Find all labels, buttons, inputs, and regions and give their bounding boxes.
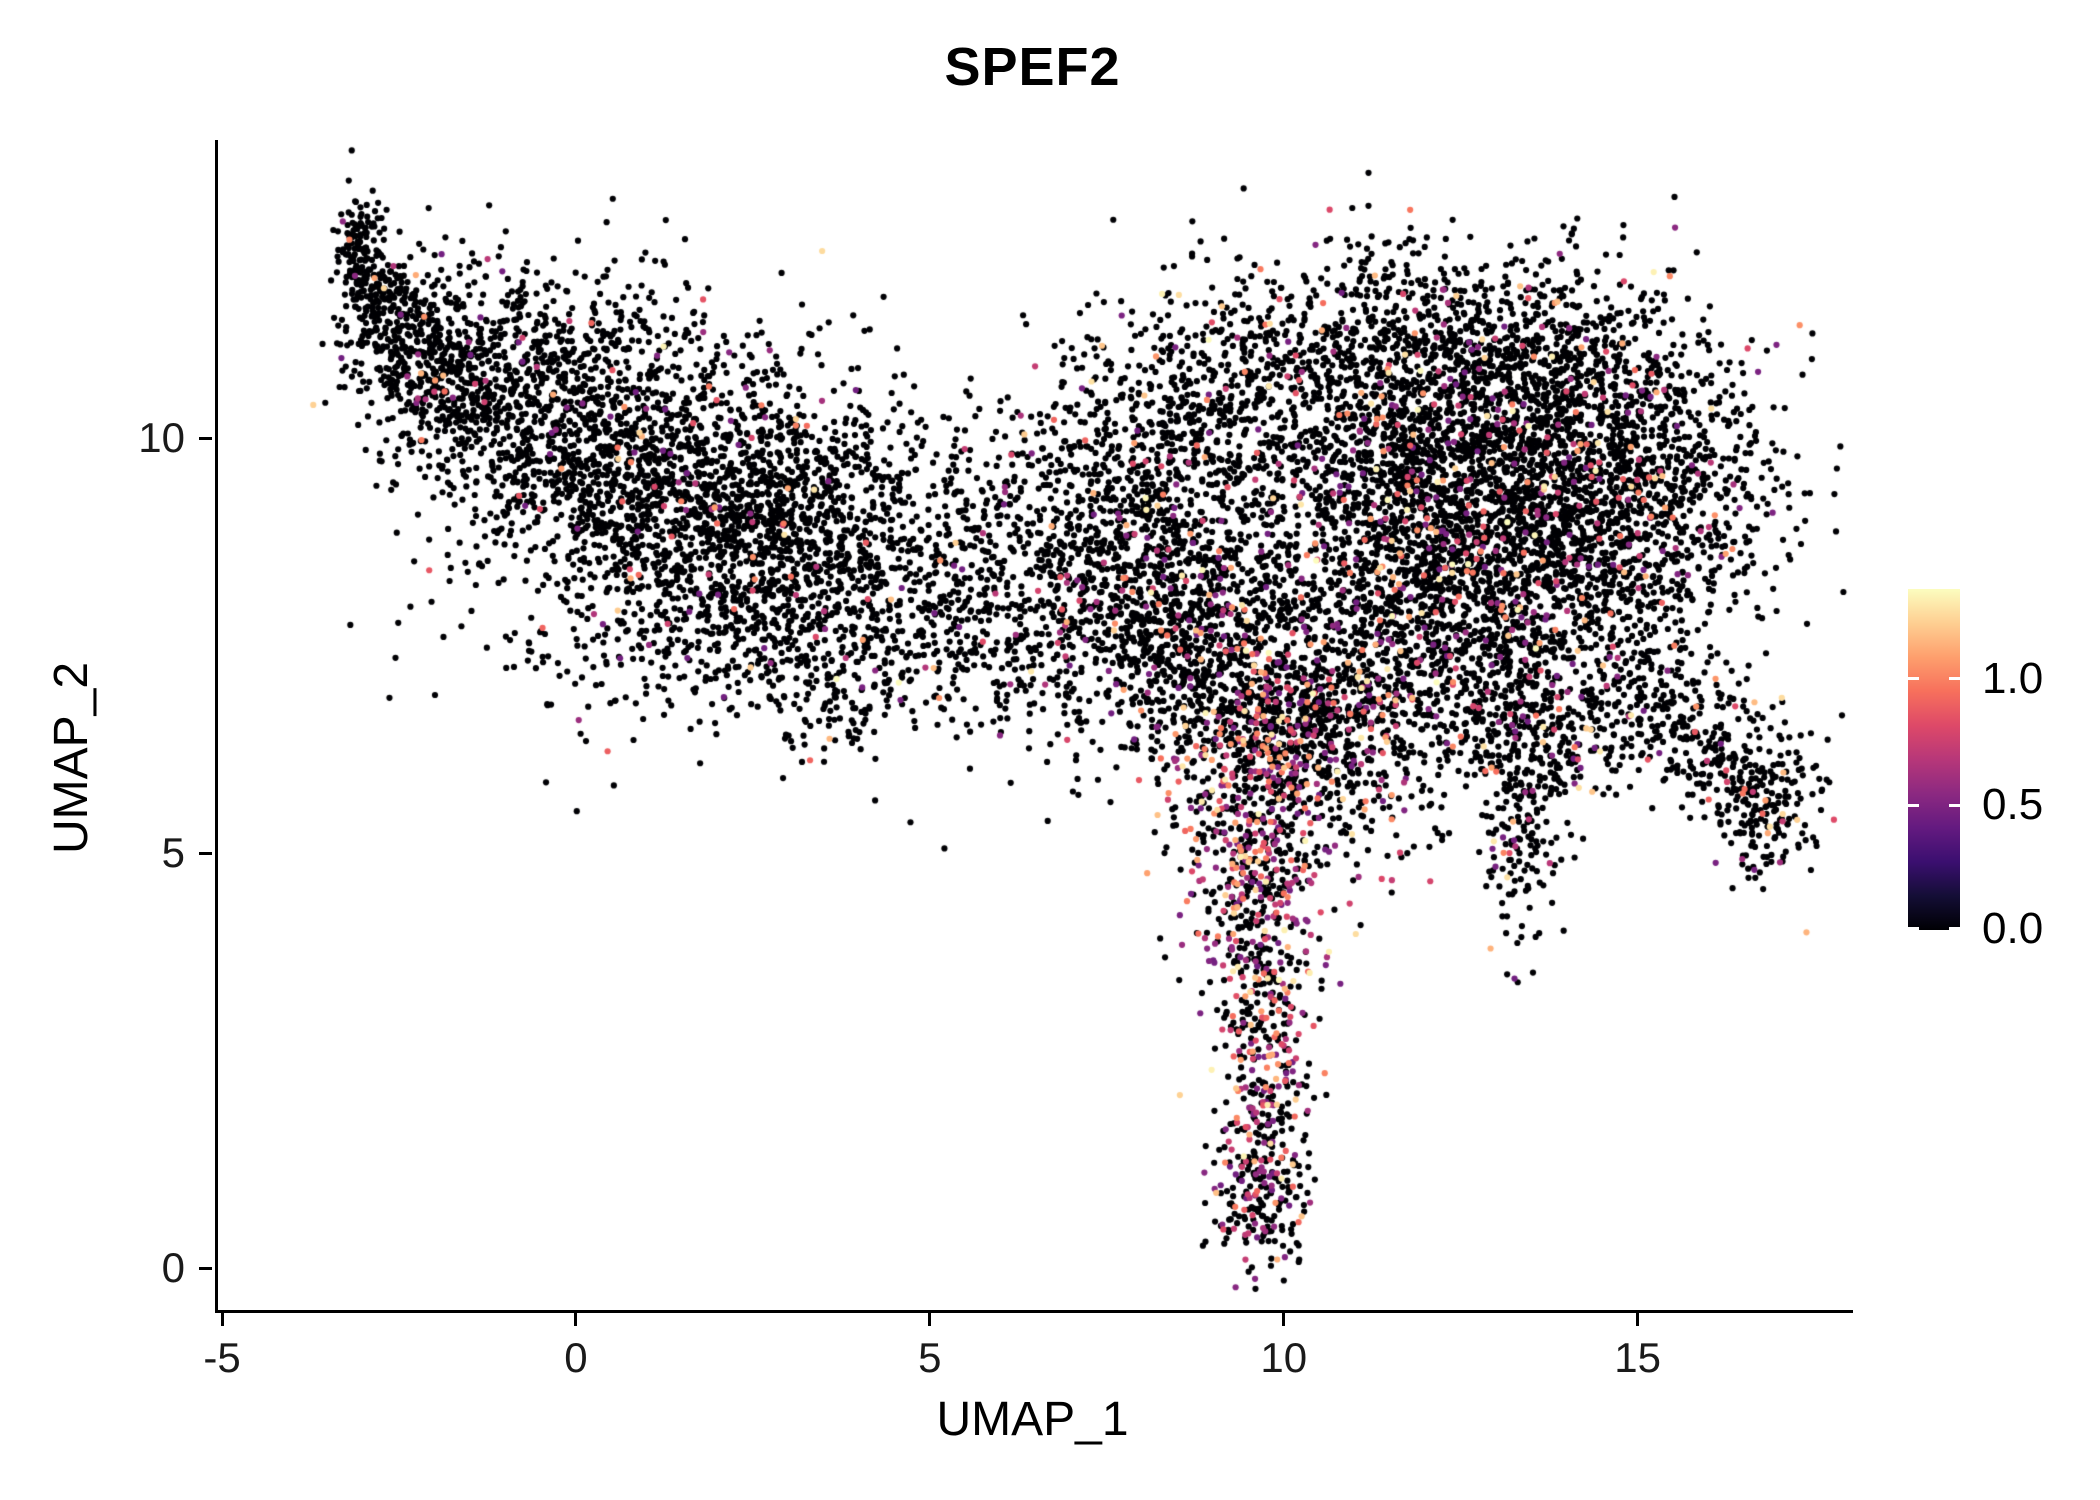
y-tick-mark: [199, 852, 212, 856]
x-tick-mark: [1636, 1313, 1640, 1326]
colorbar-tick: [1908, 803, 1919, 807]
colorbar-tick: [1949, 927, 1960, 930]
x-tick-label: 0: [564, 1334, 588, 1381]
y-tick-label: 10: [138, 413, 185, 461]
scatter-points-canvas: [218, 140, 1853, 1310]
colorbar-tick: [1949, 677, 1960, 681]
x-tick-label: 5: [918, 1334, 942, 1381]
colorbar-tick: [1908, 677, 1919, 681]
colorbar-tick: [1908, 927, 1919, 930]
colorbar-tick: [1949, 803, 1960, 807]
x-tick-label: -5: [203, 1334, 241, 1381]
x-axis-label: UMAP_1: [936, 1393, 1129, 1446]
colorbar: [1908, 589, 1960, 930]
y-tick-mark: [199, 437, 212, 441]
y-tick-label: 0: [161, 1243, 185, 1291]
x-tick-mark: [928, 1313, 932, 1326]
colorbar-gradient: [1908, 589, 1960, 930]
x-tick-mark: [220, 1313, 224, 1326]
x-tick-mark: [1282, 1313, 1286, 1326]
colorbar-tick-label: 0.5: [1982, 780, 2044, 830]
x-tick-label: 15: [1614, 1334, 1662, 1381]
x-tick-mark: [574, 1313, 578, 1326]
y-axis-label: UMAP_2: [45, 661, 98, 855]
chart-title: SPEF2: [944, 37, 1121, 97]
colorbar-tick-label: 0.0: [1982, 903, 2044, 953]
plot-area: [215, 140, 1853, 1313]
y-tick-mark: [199, 1267, 212, 1270]
x-tick-label: 10: [1260, 1334, 1308, 1381]
y-tick-label: 5: [161, 828, 185, 876]
colorbar-tick-label: 1.0: [1982, 653, 2044, 703]
